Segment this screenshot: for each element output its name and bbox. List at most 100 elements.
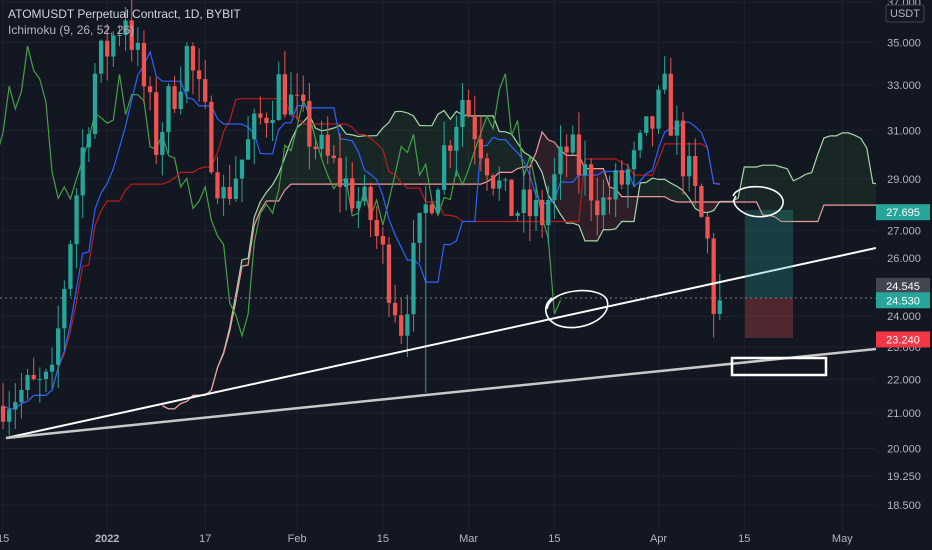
x-tick-label: 2022 — [95, 533, 119, 545]
candle-body — [343, 178, 349, 187]
cloud-segment — [346, 133, 353, 185]
candle-body — [472, 115, 477, 140]
cloud-segment — [499, 131, 506, 173]
currency-label: USDT — [890, 8, 920, 20]
cloud-segment — [284, 140, 291, 191]
kijun-sen-line — [2, 98, 720, 410]
tenkan-sen-line — [2, 50, 720, 410]
candle-body — [368, 186, 373, 221]
candle-body — [638, 132, 643, 151]
symbol-title[interactable]: ATOMUSDT Perpetual Contract, 1D, BYBIT — [8, 7, 241, 21]
cloud-segment — [266, 184, 273, 201]
candle-body — [233, 178, 238, 199]
candle-body — [19, 389, 24, 403]
candle-body — [362, 186, 367, 202]
long-position-stop-zone[interactable] — [745, 298, 793, 338]
cloud-segment — [756, 165, 763, 215]
y-tick-label: 20.000 — [887, 443, 921, 455]
candle-body — [484, 158, 490, 176]
x-tick-label: Feb — [288, 533, 307, 545]
candle-body — [509, 179, 514, 216]
cloud-segment — [762, 165, 769, 216]
cloud-segment — [419, 125, 426, 185]
candle-body — [294, 94, 300, 96]
candle-body — [405, 314, 410, 336]
candle-body — [435, 189, 441, 214]
price-tag — [876, 204, 930, 221]
candle-body — [497, 180, 502, 189]
price-axis-background — [876, 0, 932, 550]
candle-body — [135, 43, 140, 50]
circle-annotation-april[interactable] — [732, 185, 784, 218]
candle-body — [380, 236, 386, 245]
candle-body — [209, 101, 214, 173]
candle-body — [454, 126, 459, 151]
cloud-segment — [627, 196, 635, 222]
candle-body — [190, 46, 196, 71]
cloud-segment — [744, 166, 751, 203]
candle-body — [564, 146, 569, 153]
price-tags: 27.695 24.545 24.530 23.240 — [876, 204, 930, 348]
candle-body — [411, 242, 416, 315]
cloud-segment — [646, 178, 653, 197]
candle-body — [650, 116, 655, 129]
cloud-segment — [640, 182, 647, 197]
cloud-segment — [707, 202, 714, 213]
candle-body — [56, 328, 61, 365]
cloud-segment — [854, 135, 861, 206]
candle-body — [74, 195, 79, 245]
currency-badge[interactable]: USDT — [885, 4, 925, 23]
candle-body — [350, 178, 355, 209]
y-tick-label: 19.250 — [887, 471, 921, 483]
long-position-target-zone[interactable] — [745, 210, 793, 298]
cloud-segment — [254, 201, 261, 226]
candle-body — [252, 113, 257, 140]
candle-body — [105, 40, 110, 57]
cloud-segment — [401, 111, 408, 185]
circle-annotation-march[interactable] — [545, 289, 609, 329]
candle-body — [319, 134, 324, 150]
price-tag — [876, 277, 930, 294]
cloud-segment — [278, 157, 285, 201]
candle-body — [539, 200, 545, 226]
y-tick-label: 18.500 — [887, 500, 921, 512]
candle-body — [325, 134, 330, 156]
cloud-segment — [621, 196, 628, 222]
candle-body — [307, 101, 312, 147]
candle-body — [98, 40, 104, 74]
cloud-segment — [634, 182, 641, 222]
cloud-segment — [652, 178, 659, 197]
cloud-segment — [597, 168, 604, 241]
cloud-segment — [799, 174, 806, 222]
trendline-upper[interactable] — [5, 247, 876, 439]
candle-body — [178, 91, 183, 110]
cloud-segment — [462, 114, 469, 185]
candle-body — [245, 139, 251, 160]
cloud-segment — [425, 125, 432, 185]
cloud-segment — [670, 183, 677, 203]
candle-body — [227, 186, 232, 199]
candle-body — [172, 86, 177, 110]
price-axis[interactable]: 37.00035.00033.00031.00029.00027.00026.0… — [876, 0, 932, 550]
y-tick-label: 22.000 — [887, 374, 921, 386]
cloud-segment — [364, 135, 371, 185]
candle-body — [337, 158, 343, 187]
candle-body — [288, 94, 294, 115]
candle-body — [37, 379, 42, 381]
time-axis[interactable]: 15 2022 17 Feb 15 Mar 15 Apr 15 May — [0, 533, 853, 545]
x-tick-label: 15 — [548, 533, 560, 545]
candle-body — [49, 364, 55, 372]
candle-body — [111, 35, 116, 57]
candle-body — [86, 134, 91, 148]
y-tick-label: 31.000 — [887, 125, 921, 137]
cloud-segment — [413, 116, 420, 185]
candle-body — [717, 300, 722, 314]
candle-body — [43, 371, 49, 380]
rectangle-annotation[interactable] — [730, 356, 828, 377]
candle-body — [282, 74, 287, 115]
indicator-title[interactable]: Ichimoku (9, 26, 52, 26) — [8, 23, 135, 37]
y-tick-label: 21.000 — [887, 408, 921, 420]
y-tick-label: 35.000 — [887, 37, 921, 49]
